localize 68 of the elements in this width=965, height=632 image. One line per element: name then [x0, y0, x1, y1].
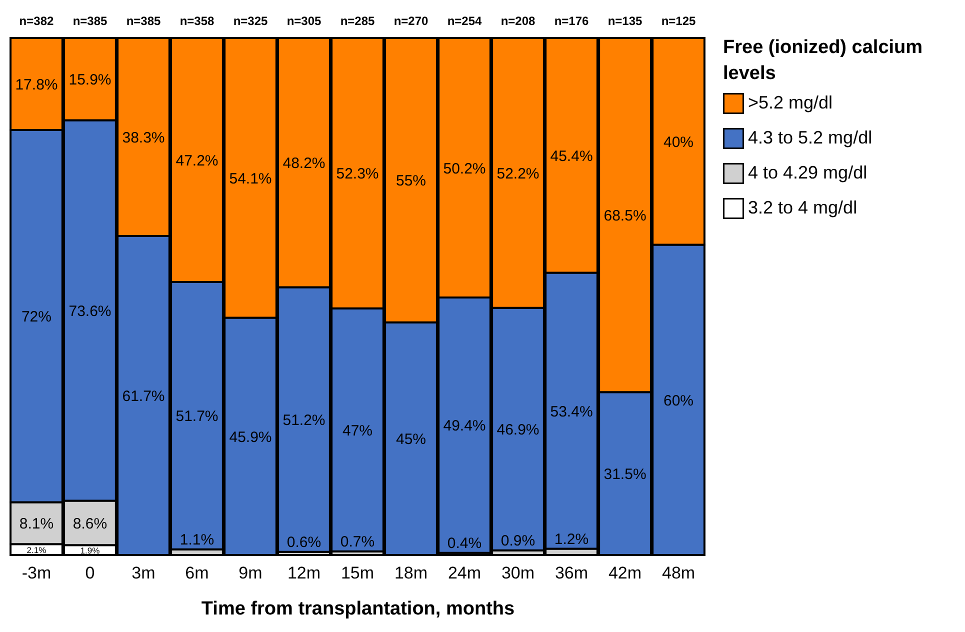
data-label: 40% — [664, 134, 694, 151]
x-tick-label: 36m — [554, 564, 588, 582]
data-label: 8.1% — [19, 516, 54, 533]
x-tick-label: 9m — [238, 564, 262, 582]
data-label: 2.1% — [26, 545, 47, 556]
text: n=285 — [340, 14, 376, 28]
data-label: 1.2% — [554, 530, 589, 548]
x-tick-label: 48m — [662, 564, 696, 582]
x-axis-title: Time from transplantation, months — [201, 598, 515, 620]
data-label: 49.4% — [443, 418, 486, 435]
legend-label: 4.3 to 5.2 mg/dl — [748, 128, 872, 148]
text: n=382 — [19, 14, 54, 28]
data-label: 54.1% — [229, 170, 272, 188]
data-label: 1.9% — [80, 546, 100, 556]
text: n=325 — [233, 14, 268, 28]
legend-label: >5.2 mg/dl — [748, 92, 833, 112]
data-label: 0.9% — [500, 532, 536, 550]
text: n=208 — [500, 14, 536, 28]
data-label: 51.7% — [176, 408, 218, 426]
data-label: 52.2% — [496, 165, 540, 182]
data-label: 52.3% — [336, 166, 379, 183]
text: n=385 — [126, 14, 161, 28]
text: n=305 — [286, 14, 322, 28]
text: n=125 — [661, 14, 696, 28]
legend-label: 3.2 to 4 mg/dl — [748, 198, 858, 218]
data-label: 51.2% — [282, 412, 326, 430]
x-tick-label: 3m — [132, 564, 156, 582]
data-label: 45% — [396, 431, 426, 448]
data-label: 73.6% — [68, 302, 112, 320]
data-label: 72% — [21, 308, 52, 326]
x-tick-label: 0 — [85, 564, 95, 582]
data-label: 45.4% — [550, 148, 593, 165]
text: n=385 — [72, 14, 108, 28]
data-label: 53.4% — [550, 403, 593, 420]
data-label: 61.7% — [122, 388, 165, 406]
x-tick-label: 12m — [287, 564, 321, 582]
data-label: 46.9% — [496, 422, 540, 439]
text: n=358 — [180, 14, 214, 28]
data-label: 0.6% — [286, 534, 322, 551]
data-label: 0.4% — [447, 534, 482, 552]
data-label: 17.8% — [15, 76, 58, 94]
text: n=254 — [447, 14, 482, 28]
text: n=176 — [554, 14, 590, 28]
x-tick-label: 30m — [501, 564, 535, 582]
x-tick-label: 6m — [185, 564, 209, 582]
data-label: 1.1% — [180, 531, 214, 548]
data-label: 47% — [342, 422, 373, 440]
data-label: 60% — [664, 392, 694, 410]
legend-title: Free (ionized) calcium levels — [723, 37, 923, 84]
data-label: 38.3% — [122, 130, 165, 147]
data-label: 47.2% — [176, 152, 218, 170]
x-tick-label: -3m — [22, 564, 52, 582]
data-label: 15.9% — [68, 72, 112, 89]
data-label: 68.5% — [604, 208, 646, 225]
data-label: 55% — [396, 172, 426, 190]
data-label: 48.2% — [282, 155, 326, 172]
data-label: 45.9% — [229, 428, 272, 446]
text: n=270 — [394, 14, 429, 28]
x-tick-label: 18m — [394, 564, 428, 582]
data-label: 8.6% — [72, 515, 108, 532]
text: n=135 — [608, 14, 643, 28]
data-label: 0.7% — [340, 533, 375, 550]
data-label: 31.5% — [604, 466, 646, 484]
x-tick-label: 42m — [608, 564, 642, 582]
legend-label: 4 to 4.29 mg/dl — [748, 162, 868, 182]
x-tick-label: 24m — [448, 564, 482, 582]
x-tick-label: 15m — [340, 564, 374, 582]
data-label: 50.2% — [443, 160, 486, 178]
